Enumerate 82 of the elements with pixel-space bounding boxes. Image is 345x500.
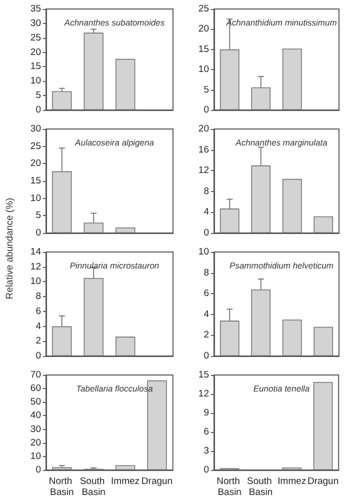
y-tick-label: 0 xyxy=(204,350,209,362)
y-tick-label: 10 xyxy=(198,246,209,258)
y-tick-label: 0 xyxy=(36,104,41,116)
y-tick-label: 10 xyxy=(30,450,41,462)
bar xyxy=(84,32,104,110)
x-tick-label: South Basin xyxy=(80,476,108,498)
bar xyxy=(115,465,136,470)
y-axis-title: Relative abundance (%) xyxy=(4,196,16,302)
y-tick-label: 0 xyxy=(36,464,41,476)
y-tick-label: 12 xyxy=(198,388,209,400)
y-tick-label: 20 xyxy=(198,124,209,134)
bar xyxy=(282,320,302,356)
bar xyxy=(314,326,334,356)
y-tick-label: 15 xyxy=(198,370,209,380)
x-tick-label: Immez xyxy=(111,476,140,487)
y-tick-label: 5 xyxy=(36,210,41,222)
y-tick-label: 25 xyxy=(30,32,41,44)
x-tick-label: South Basin xyxy=(247,476,274,498)
y-tick-label: 6 xyxy=(36,306,41,317)
bar xyxy=(116,336,136,356)
x-tick-label: North Basin xyxy=(216,476,243,498)
y-tick-label: 70 xyxy=(30,370,41,380)
y-tick-label: 8 xyxy=(204,267,209,278)
y-tick-label: 60 xyxy=(30,383,41,394)
y-tick-label: 20 xyxy=(30,158,41,170)
y-tick-label: 6 xyxy=(204,288,209,300)
y-tick-label: 5 xyxy=(36,90,41,102)
text: Aulacoseira alpigena xyxy=(74,138,154,148)
y-tick-label: 30 xyxy=(30,18,41,29)
y-tick-label: 12 xyxy=(198,165,209,176)
y-tick-label: 25 xyxy=(30,140,41,152)
y-tick-label: 30 xyxy=(30,124,41,134)
y-tick-label: 25 xyxy=(198,4,209,14)
y-tick-label: 4 xyxy=(36,320,41,332)
y-tick-label: 9 xyxy=(204,408,209,418)
bar xyxy=(314,216,334,233)
y-tick-label: 0 xyxy=(204,464,209,476)
y-tick-label: 12 xyxy=(30,261,41,272)
y-tick-label: 2 xyxy=(36,336,41,347)
bar xyxy=(282,178,302,233)
bar xyxy=(52,91,72,110)
text: Achnanthes marginulata xyxy=(234,138,328,148)
y-tick-label: 20 xyxy=(30,46,41,58)
y-tick-label: 20 xyxy=(198,24,209,35)
bar xyxy=(313,382,333,470)
y-tick-label: 14 xyxy=(30,246,41,258)
x-tick-label: Dragun xyxy=(307,476,339,487)
y-tick-label: 3 xyxy=(204,446,209,456)
y-tick-label: 15 xyxy=(30,176,41,186)
y-tick-label: 15 xyxy=(30,61,41,72)
y-tick-label: 20 xyxy=(30,437,41,448)
bar xyxy=(116,58,136,110)
y-tick-label: 6 xyxy=(204,426,209,438)
x-tick-label: North Basin xyxy=(48,476,75,498)
y-tick-label: 4 xyxy=(204,206,209,218)
y-tick-label: 50 xyxy=(30,396,41,408)
bar xyxy=(282,48,302,110)
y-tick-label: 10 xyxy=(30,276,41,288)
y-tick-label: 40 xyxy=(30,410,41,422)
text: Eunotia tenella xyxy=(253,384,310,394)
y-tick-label: 0 xyxy=(204,228,209,238)
y-tick-label: 15 xyxy=(198,44,209,55)
text: Achnanthes subatomoides xyxy=(63,18,166,28)
y-tick-label: 30 xyxy=(30,424,41,435)
y-tick-label: 10 xyxy=(198,64,209,76)
y-tick-label: 0 xyxy=(36,350,41,362)
y-tick-label: 2 xyxy=(204,330,209,341)
text: Pinnularia microstauron xyxy=(70,260,160,270)
y-tick-label: 8 xyxy=(204,186,209,197)
text: Psammothidium helveticum xyxy=(230,260,334,270)
y-tick-label: 0 xyxy=(204,104,209,116)
y-tick-label: 4 xyxy=(204,308,209,320)
y-tick-label: 35 xyxy=(30,4,41,14)
y-tick-label: 8 xyxy=(36,291,41,302)
y-tick-label: 16 xyxy=(198,144,209,156)
x-tick-label: Immez xyxy=(278,476,306,487)
y-tick-label: 10 xyxy=(30,76,41,87)
x-tick-label: Dragun xyxy=(141,476,173,487)
y-tick-label: 10 xyxy=(30,192,41,204)
y-tick-label: 0 xyxy=(36,228,41,238)
y-tick-label: 5 xyxy=(204,84,209,96)
bar xyxy=(116,227,136,233)
